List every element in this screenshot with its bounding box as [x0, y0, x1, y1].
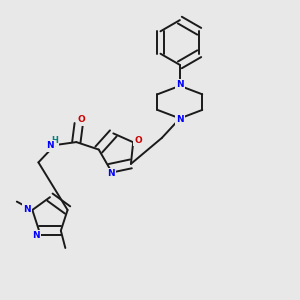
Text: O: O	[78, 116, 86, 124]
Text: N: N	[32, 231, 40, 240]
Text: N: N	[46, 142, 54, 151]
Text: N: N	[23, 205, 31, 214]
Text: H: H	[51, 136, 58, 145]
Text: N: N	[176, 116, 184, 124]
Text: N: N	[107, 169, 115, 178]
Text: N: N	[176, 80, 184, 89]
Text: O: O	[134, 136, 142, 145]
